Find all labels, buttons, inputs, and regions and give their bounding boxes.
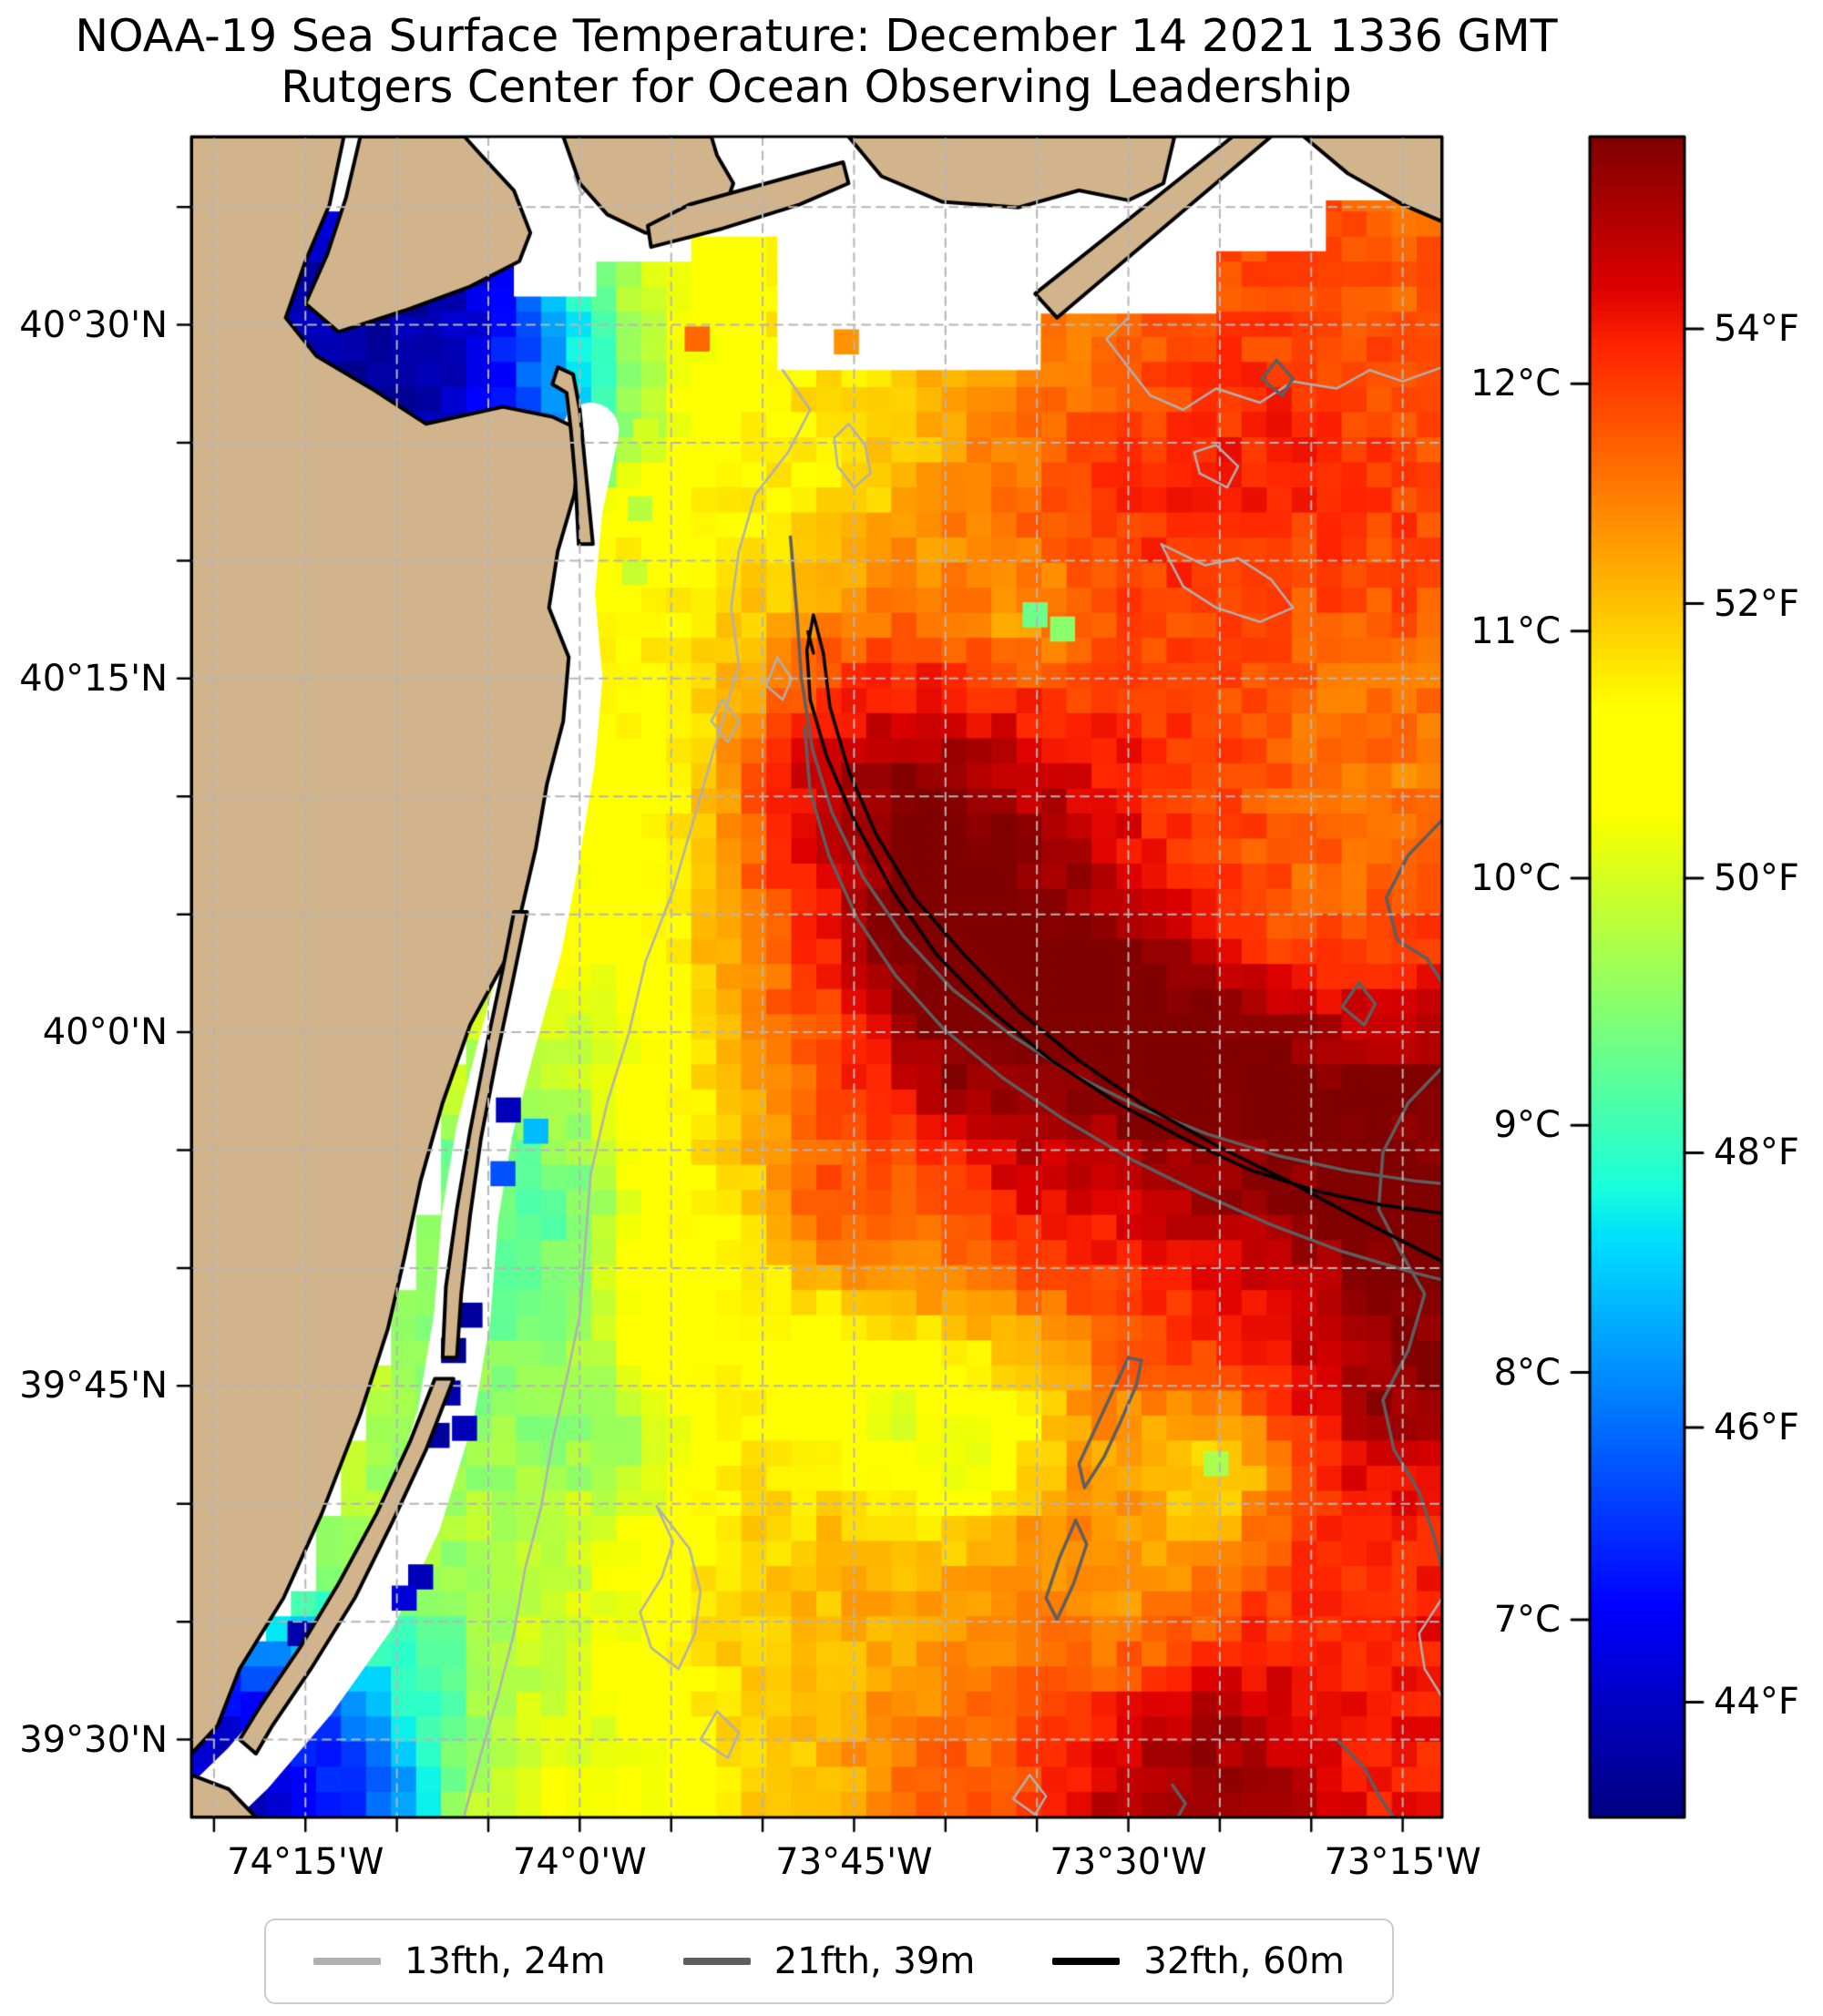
contour-24m-line-swatch bbox=[313, 1958, 381, 1965]
page-subtitle: Rutgers Center for Ocean Observing Leade… bbox=[281, 61, 1352, 113]
legend-label-39m: 21fth, 39m bbox=[773, 1940, 976, 1982]
contour-39m-line-swatch bbox=[682, 1958, 751, 1965]
depth-contour-legend: 13fth, 24m 21fth, 39m 32fth, 60m bbox=[264, 1919, 1394, 2004]
x-tick-label: 74°0'W bbox=[512, 1841, 647, 1883]
legend-item-60m: 32fth, 60m bbox=[1052, 1940, 1345, 1982]
colorbar-celsius-tick-label: 8°C bbox=[1493, 1351, 1561, 1394]
y-tick-label: 39°30'N bbox=[19, 1718, 168, 1761]
x-tick-label: 73°30'W bbox=[1050, 1841, 1207, 1883]
colorbar-fahrenheit-tick-label: 54°F bbox=[1714, 308, 1799, 351]
y-tick-label: 40°15'N bbox=[19, 657, 168, 700]
legend-label-24m: 13fth, 24m bbox=[405, 1940, 606, 1982]
colorbar-celsius-tick-label: 10°C bbox=[1470, 856, 1561, 899]
y-tick-label: 39°45'N bbox=[19, 1365, 168, 1407]
y-tick-label: 40°0'N bbox=[42, 1011, 168, 1054]
colorbar-celsius-tick-label: 7°C bbox=[1493, 1598, 1561, 1641]
legend-item-39m: 21fth, 39m bbox=[682, 1940, 976, 1982]
legend-label-60m: 32fth, 60m bbox=[1143, 1940, 1345, 1982]
colorbar-fahrenheit-tick-label: 46°F bbox=[1714, 1406, 1799, 1448]
y-tick-label: 40°30'N bbox=[19, 303, 168, 346]
legend-item-24m: 13fth, 24m bbox=[313, 1940, 606, 1982]
colorbar-fahrenheit-tick-label: 50°F bbox=[1714, 856, 1799, 899]
page-title: NOAA-19 Sea Surface Temperature: Decembe… bbox=[75, 10, 1558, 62]
colorbar-fahrenheit-tick-label: 48°F bbox=[1714, 1131, 1799, 1174]
contour-60m-line-swatch bbox=[1052, 1958, 1121, 1965]
x-tick-label: 73°45'W bbox=[775, 1841, 933, 1883]
colorbar-celsius-tick-label: 9°C bbox=[1493, 1104, 1561, 1147]
x-tick-label: 73°15'W bbox=[1324, 1841, 1481, 1883]
colorbar-celsius-tick-label: 12°C bbox=[1470, 363, 1561, 405]
colorbar-fahrenheit-tick-label: 52°F bbox=[1714, 582, 1799, 625]
colorbar-fahrenheit-tick-label: 44°F bbox=[1714, 1681, 1799, 1724]
x-tick-label: 74°15'W bbox=[227, 1841, 384, 1883]
colorbar-celsius-tick-label: 11°C bbox=[1470, 609, 1561, 652]
